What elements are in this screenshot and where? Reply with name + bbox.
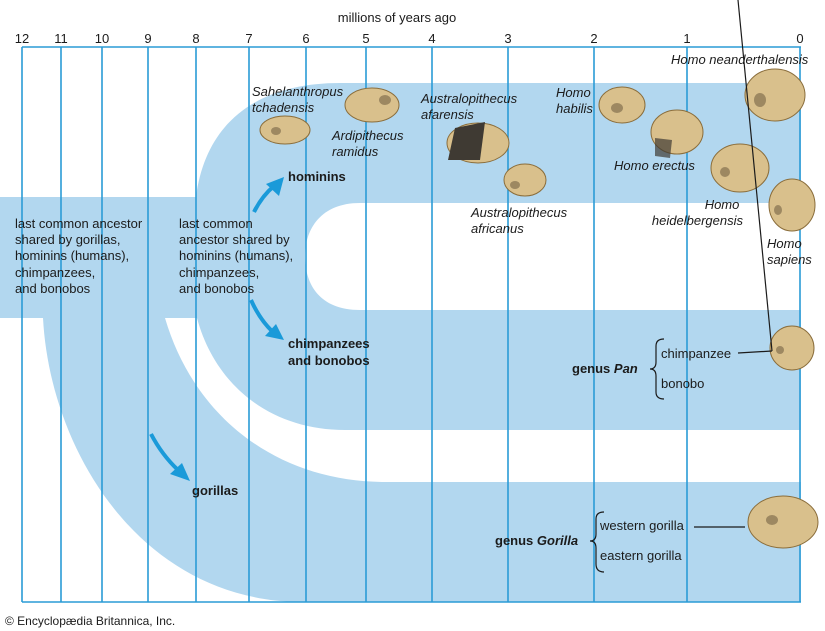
tick-label: 10: [95, 31, 109, 46]
species-ardipithecus: Ardipithecus ramidus: [331, 128, 407, 159]
tick-label: 8: [192, 31, 199, 46]
tick-label: 9: [144, 31, 151, 46]
tick-label: 4: [428, 31, 435, 46]
chimpanzee-leader-line: [737, 0, 773, 352]
genus-gorilla-label: genus Gorilla: [495, 533, 578, 548]
pan-brace: [649, 338, 665, 400]
pan-member-bonobo: bonobo: [661, 376, 704, 391]
time-gridlines: [21, 47, 801, 602]
chimpanzee-leader-line: [737, 350, 773, 354]
skull-sapiens: [768, 178, 816, 232]
gap-chimp-gorilla: [165, 318, 801, 482]
species-sahelanthropus: Sahelanthropus tchadensis: [252, 84, 347, 115]
ancestor-hominin-chimp-label: last common ancestor shared by hominins …: [179, 216, 297, 296]
arrow-gorillas: [149, 433, 180, 472]
tick-label: 1: [683, 31, 690, 46]
tick-label: 3: [504, 31, 511, 46]
species-afarensis: Australopithecus afarensis: [420, 91, 521, 122]
tick-label: 0: [796, 31, 803, 46]
hominins-label: hominins: [288, 169, 346, 184]
arrowhead-chimps: [265, 324, 284, 340]
genus-pan-label: genus Pan: [572, 361, 638, 376]
species-heidelbergensis: Homo heidelbergensis: [652, 197, 744, 228]
ancestor-all-label: last common ancestor shared by gorillas,…: [15, 216, 146, 296]
gorilla-brace: [589, 511, 605, 573]
gorilla-member-eastern: eastern gorilla: [600, 548, 682, 563]
species-neanderthalensis: Homo neanderthalensis: [671, 52, 809, 67]
species-habilis: Homo habilis: [556, 85, 594, 116]
species-erectus: Homo erectus: [614, 158, 695, 173]
axis-title: millions of years ago: [338, 10, 457, 25]
tick-label: 5: [362, 31, 369, 46]
tick-label: 7: [245, 31, 252, 46]
skull-ardipithecus: [344, 87, 400, 123]
skull-habilis: [598, 86, 646, 124]
species-africanus: Australopithecus africanus: [470, 205, 571, 236]
species-sapiens: Homo sapiens: [767, 236, 812, 267]
arrowhead-gorillas: [170, 463, 190, 481]
skull-neanderthalensis: [744, 68, 806, 122]
gorilla-member-western: western gorilla: [599, 518, 685, 533]
skull-afarensis: [446, 122, 510, 164]
tick-label: 6: [302, 31, 309, 46]
pan-member-chimpanzee: chimpanzee: [661, 346, 731, 361]
gorillas-label: gorillas: [192, 483, 238, 498]
skull-erectus: [650, 109, 704, 158]
tick-label: 12: [15, 31, 29, 46]
skull-chimpanzee: [769, 325, 815, 371]
arrowhead-hominins: [266, 177, 284, 196]
tick-label: 2: [590, 31, 597, 46]
axis-ticks: 12 11 10 9 8 7 6 5 4 3 2 1 0: [15, 31, 804, 46]
chimps-bonobos-label: chimpanzees and bonobos: [288, 336, 373, 368]
gap-hominin-chimp: [305, 203, 801, 310]
skull-sahelanthropus: [259, 115, 311, 145]
tick-label: 11: [54, 31, 68, 46]
skull-heidelbergensis: [710, 143, 770, 193]
skull-gorilla: [747, 495, 819, 549]
copyright: © Encyclopædia Britannica, Inc.: [5, 614, 175, 628]
skull-africanus: [503, 163, 547, 197]
